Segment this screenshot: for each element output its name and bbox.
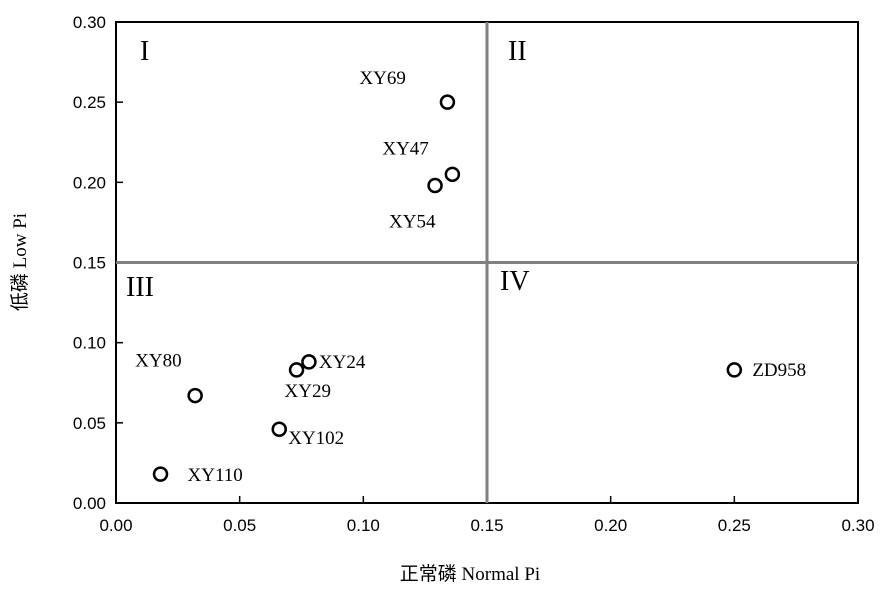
data-point (427, 177, 443, 194)
x-tick-label: 0.00 (99, 516, 132, 535)
point-label: XY24 (319, 352, 366, 373)
quadrant-label: I (140, 36, 149, 67)
data-point (187, 387, 203, 404)
y-tick-label: 0.20 (73, 173, 106, 192)
data-point (271, 421, 287, 437)
quadrant-label: III (126, 272, 154, 303)
point-label: XY29 (285, 381, 331, 402)
x-tick-label: 0.25 (718, 516, 751, 535)
point-label: ZD958 (752, 360, 806, 381)
point-label: XY102 (288, 428, 344, 449)
y-axis-label: 低磷 Low Pi (9, 213, 31, 311)
x-tick-label: 0.20 (594, 516, 627, 535)
y-tick-label: 0.25 (73, 93, 106, 112)
point-label: XY110 (188, 465, 243, 486)
data-point (439, 94, 456, 110)
y-tick-label: 0.00 (73, 494, 106, 513)
data-point (152, 466, 169, 482)
point-label: XY69 (359, 68, 405, 89)
x-tick-label: 0.05 (223, 516, 256, 535)
point-label: XY54 (389, 212, 436, 233)
x-tick-label: 0.30 (841, 516, 874, 535)
x-axis-label: 正常磷 Normal Pi (400, 563, 540, 585)
x-tick-label: 0.15 (470, 516, 503, 535)
y-tick-label: 0.10 (73, 334, 106, 353)
data-point (301, 354, 317, 370)
quadrant-label: II (508, 36, 527, 67)
data-point (288, 362, 305, 378)
x-tick-label: 0.10 (347, 516, 380, 535)
y-tick-label: 0.05 (73, 414, 106, 433)
point-label: XY80 (135, 351, 181, 372)
data-point (726, 362, 743, 378)
quadrant-label: IV (500, 266, 530, 297)
point-label: XY47 (382, 138, 428, 159)
data-point (444, 166, 461, 183)
y-tick-label: 0.30 (73, 13, 106, 32)
y-tick-label: 0.15 (73, 254, 106, 273)
